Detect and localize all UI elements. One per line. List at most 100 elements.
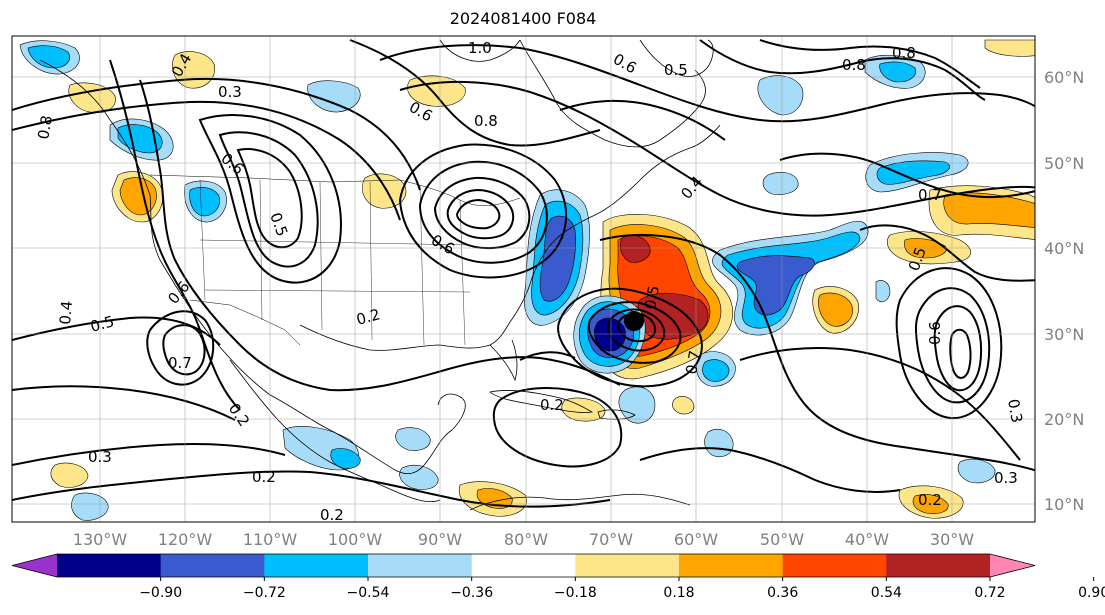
negative-anomaly-region: [189, 187, 220, 217]
contour-line: [146, 310, 215, 386]
colorbar-segment: [886, 554, 991, 577]
contour-label: 0.2: [252, 468, 276, 486]
us-east-coast: [509, 124, 721, 323]
colorbar-tick-label: 0.36: [767, 585, 798, 601]
colorbar-segment: [57, 554, 162, 577]
contour-label: 0.3: [994, 469, 1018, 487]
colorbar-tick-label: −0.18: [554, 585, 597, 601]
contour-line: [779, 152, 1035, 199]
contour-label: 1.0: [468, 39, 492, 57]
contour-label: 0.2: [354, 305, 382, 329]
negative-anomaly-region: [957, 458, 996, 484]
contour-label: 0.3: [88, 448, 112, 466]
contour-line: [162, 324, 206, 376]
negative-anomaly-region: [71, 492, 109, 521]
contour-line: [559, 99, 726, 141]
colorbar-tick-label: −0.90: [139, 585, 182, 601]
contour-label: 0.2: [320, 506, 344, 524]
colorbar-tick-label: 0.18: [663, 585, 694, 601]
colorbar-outline: [11, 553, 1036, 578]
lon-label: 80°W: [504, 530, 548, 549]
contour-label: 0.8: [842, 56, 866, 74]
colorbar-tick-label: 0.54: [871, 585, 902, 601]
contour-line: [399, 81, 1035, 217]
positive-anomaly-region: [561, 397, 606, 422]
lon-label: 50°W: [760, 530, 804, 549]
us-mexico-border: [189, 299, 301, 346]
map-title: 2024081400 F084: [449, 9, 597, 28]
positive-anomaly-region: [943, 192, 1035, 228]
positive-anomaly-region: [984, 39, 1035, 57]
contour-line: [599, 234, 1035, 472]
contour-line: [12, 100, 401, 221]
contour-label: 0.5: [664, 61, 688, 79]
colorbar-segment: [368, 554, 473, 577]
colorbar-tick-label: −0.72: [243, 585, 286, 601]
lon-label: 60°W: [674, 530, 718, 549]
contour-line: [446, 188, 515, 240]
negative-anomaly-region: [875, 280, 891, 303]
negative-anomaly-region: [618, 386, 656, 424]
contour-label: 0.3: [1004, 398, 1026, 425]
canada-coast: [519, 39, 706, 148]
contour-line: [398, 143, 568, 279]
contour-line: [914, 287, 991, 404]
map-frame: [11, 35, 1036, 523]
positive-anomaly-region: [672, 396, 695, 415]
contour-line: [949, 328, 972, 379]
longitude-labels: 130°W 120°W 110°W 100°W 90°W 80°W 70°W 6…: [73, 530, 974, 549]
negative-anomaly-region: [539, 215, 576, 302]
lon-label: 110°W: [243, 530, 298, 549]
contour-line: [12, 316, 221, 346]
contour-line: [639, 447, 901, 493]
contour-line: [759, 39, 981, 89]
us-canada-border: [149, 174, 521, 206]
contour-line: [557, 287, 703, 388]
positive-anomaly-region: [818, 292, 853, 327]
colorbar-tick-label: 0.90: [1078, 585, 1105, 601]
mexico-coast: [229, 359, 441, 503]
contour-line: [606, 308, 666, 352]
contour-label: 0.5: [88, 312, 116, 336]
positive-anomaly-region: [620, 235, 651, 263]
north-america-coast: [39, 59, 466, 474]
contour-label: 0.7: [918, 186, 942, 204]
contour-label: 0.2: [918, 491, 942, 509]
south-america-coast: [469, 493, 691, 511]
colorbar-segment: [575, 554, 680, 577]
florida-coast: [489, 339, 518, 382]
contour-line: [349, 39, 601, 147]
contour-line: [456, 198, 501, 230]
contour-label: 0.8: [34, 114, 56, 141]
lon-label: 90°W: [418, 530, 462, 549]
lat-label: 30°N: [1044, 325, 1084, 344]
contour-line: [587, 301, 682, 364]
colorbar: −0.90 −0.72 −0.54 −0.36 −0.18 0.18 0.36 0.54 0.7…: [11, 553, 1105, 601]
colorbar-segment: [264, 554, 369, 577]
colorbar-segment: [679, 554, 784, 577]
lon-label: 120°W: [158, 530, 213, 549]
contour-line: [519, 351, 576, 361]
colorbar-extend-high: [990, 554, 1035, 577]
colorbar-segment: [782, 554, 887, 577]
negative-anomaly-region: [330, 448, 361, 469]
lat-label: 10°N: [1044, 495, 1084, 514]
lon-label: 30°W: [930, 530, 974, 549]
contour-label: 0.7: [682, 349, 704, 376]
colorbar-tick-label: −0.36: [450, 585, 493, 601]
contour-line: [895, 267, 1003, 420]
contour-line: [12, 470, 611, 508]
colorbar-segment: [160, 554, 265, 577]
gridlines: [12, 36, 1035, 522]
contour-label: 0.8: [474, 112, 498, 130]
contour-label: 0.2: [540, 396, 564, 414]
negative-anomaly-region: [307, 80, 361, 113]
lat-label: 40°N: [1044, 239, 1084, 258]
negative-anomaly-region: [876, 160, 950, 185]
contour-label: 0.6: [926, 321, 944, 345]
contour-line: [198, 114, 342, 284]
contour-line: [236, 148, 303, 249]
contour-line: [12, 77, 421, 191]
negative-anomaly-region: [27, 45, 70, 69]
